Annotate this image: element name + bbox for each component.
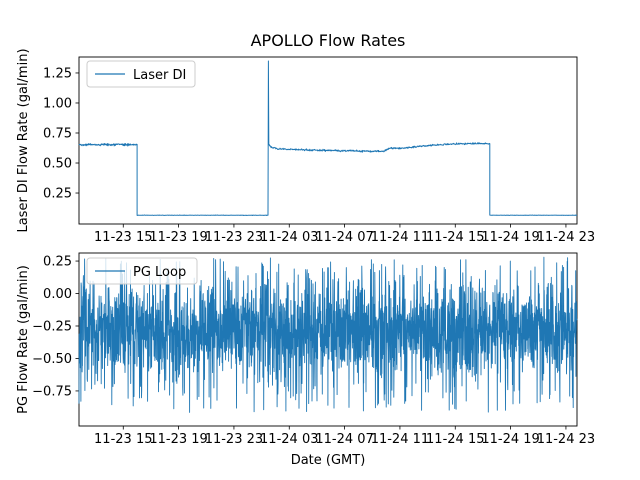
x-axis-label: Date (GMT): [291, 453, 366, 468]
laser-di-y-tick-label: 1.25: [43, 66, 72, 81]
pg-loop-legend-box: [86, 257, 198, 285]
laser-di-y-axis-label: Laser DI Flow Rate (gal/min): [16, 48, 31, 232]
pg-loop-x-tick-label: 11-23 15: [94, 432, 152, 447]
laser-di-frame: [78, 56, 578, 225]
figure-title: APOLLO Flow Rates: [251, 31, 406, 50]
pg-loop-x-tick-label: 11-23 23: [205, 432, 263, 447]
pg-loop-x-tick-label: 11-24 11: [371, 432, 429, 447]
laser-di-legend-label: Laser DI: [133, 68, 186, 83]
pg-loop-x-tick-label: 11-24 15: [426, 432, 484, 447]
pg-loop-x-tick-label: 11-24 23: [537, 432, 595, 447]
laser-di-line: [78, 60, 578, 216]
pg-loop-legend-label: PG Loop: [133, 265, 186, 280]
laser-di-x-tick-label: 11-24 11: [371, 230, 429, 245]
pg-loop-y-axis-label: PG Flow Rate (gal/min): [16, 265, 31, 414]
pg-loop-x-tick-label: 11-23 19: [149, 432, 207, 447]
pg-loop-y-tick-label: −0.50: [32, 352, 72, 367]
pg-loop-x-tick-label: 11-24 07: [315, 432, 373, 447]
pg-loop-y-tick-label: 0.25: [43, 255, 72, 270]
laser-di-x-tick-label: 11-24 23: [537, 230, 595, 245]
laser-di-x-tick-label: 11-23 19: [149, 230, 207, 245]
pg-loop-y-tick-label: −0.25: [32, 319, 72, 334]
laser-di-y-tick-label: 0.25: [43, 187, 72, 202]
pg-loop-x-tick-label: 11-24 19: [481, 432, 539, 447]
pg-loop-y-tick-label: 0.00: [43, 287, 72, 302]
laser-di-y-tick-label: 0.75: [43, 126, 72, 141]
laser-di-x-tick-label: 11-24 15: [426, 230, 484, 245]
laser-di-y-tick-label: 1.00: [43, 96, 72, 111]
laser-di-legend-box: [86, 60, 196, 88]
pg-loop-x-tick-label: 11-24 03: [260, 432, 318, 447]
laser-di-x-tick-label: 11-23 23: [205, 230, 263, 245]
laser-di-x-tick-label: 11-24 03: [260, 230, 318, 245]
laser-di-x-tick-label: 11-24 07: [315, 230, 373, 245]
pg-loop-line: [78, 256, 578, 413]
laser-di-x-tick-label: 11-24 19: [481, 230, 539, 245]
pg-loop-legend: PG Loop: [86, 257, 198, 285]
laser-di-x-tick-label: 11-23 15: [94, 230, 152, 245]
laser-di-legend: Laser DI: [86, 60, 196, 88]
laser-di-y-tick-label: 0.50: [43, 157, 72, 172]
pg-loop-y-tick-label: −0.75: [32, 384, 72, 399]
